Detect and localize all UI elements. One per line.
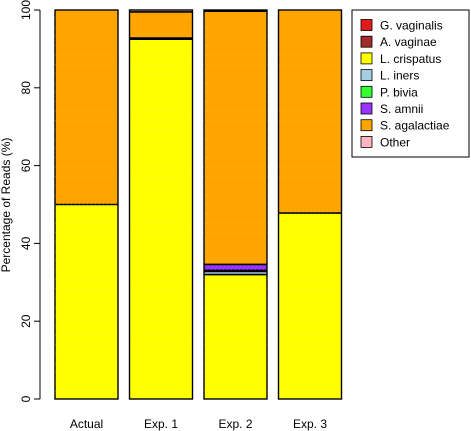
legend-swatch [360, 135, 373, 148]
legend-label: L. crispatus [380, 52, 441, 66]
legend-label: A. vaginae [380, 35, 437, 49]
legend-swatch [360, 119, 373, 132]
bar-segment [129, 11, 193, 39]
legend-swatch [360, 69, 373, 81]
bar-segment [204, 11, 267, 265]
legend-swatch [360, 85, 373, 98]
legend-swatch [360, 52, 373, 65]
legend-box [351, 9, 470, 158]
legend-label: P. bivia [380, 85, 418, 99]
y-axis-title: Percentage of Reads (%) [0, 138, 13, 273]
bar-segment [278, 10, 342, 214]
x-axis-labels: Actual Exp. 1 Exp. 2 Exp. 3 [70, 417, 328, 431]
x-tick-label: Actual [70, 417, 103, 431]
x-tick-label: Exp. 2 [218, 417, 252, 431]
legend-swatch [360, 35, 373, 48]
bar-segment [129, 10, 193, 12]
legend-label: S. agalactiae [380, 119, 450, 133]
y-tick-label: 60 [19, 159, 33, 173]
bar-outline [277, 9, 343, 400]
bar-segment [129, 39, 193, 400]
y-tick-label: 100 [19, 0, 33, 20]
y-tick-label: 20 [19, 314, 33, 328]
y-axis: 0 20 40 60 80 100 [19, 0, 41, 402]
x-tick-label: Exp. 3 [293, 417, 327, 431]
bar-segment [204, 271, 267, 275]
gridlines [55, 17, 339, 392]
bar-segment [55, 204, 118, 399]
bar-segment [204, 274, 267, 399]
bar-segment [278, 213, 342, 399]
legend-label: Other [380, 135, 410, 149]
bar-segment [55, 10, 118, 205]
legend-label: G. vaginalis [380, 19, 443, 33]
legend-label: S. amnii [380, 102, 423, 116]
legend-swatch [360, 19, 373, 31]
x-tick-label: Exp. 1 [144, 417, 178, 431]
y-tick-label: 0 [19, 395, 33, 402]
bar-outline [203, 9, 268, 400]
bar-outline [128, 9, 194, 400]
legend-swatch [360, 102, 373, 115]
legend: G. vaginalis A. vaginae L. crispatus L. ine… [351, 9, 470, 158]
legend-label: L. iners [380, 69, 419, 83]
y-tick-label: 40 [19, 236, 33, 250]
bars [54, 9, 343, 400]
y-tick-label: 80 [19, 81, 33, 95]
bar-outline [54, 9, 119, 400]
bar-segment [204, 264, 267, 271]
